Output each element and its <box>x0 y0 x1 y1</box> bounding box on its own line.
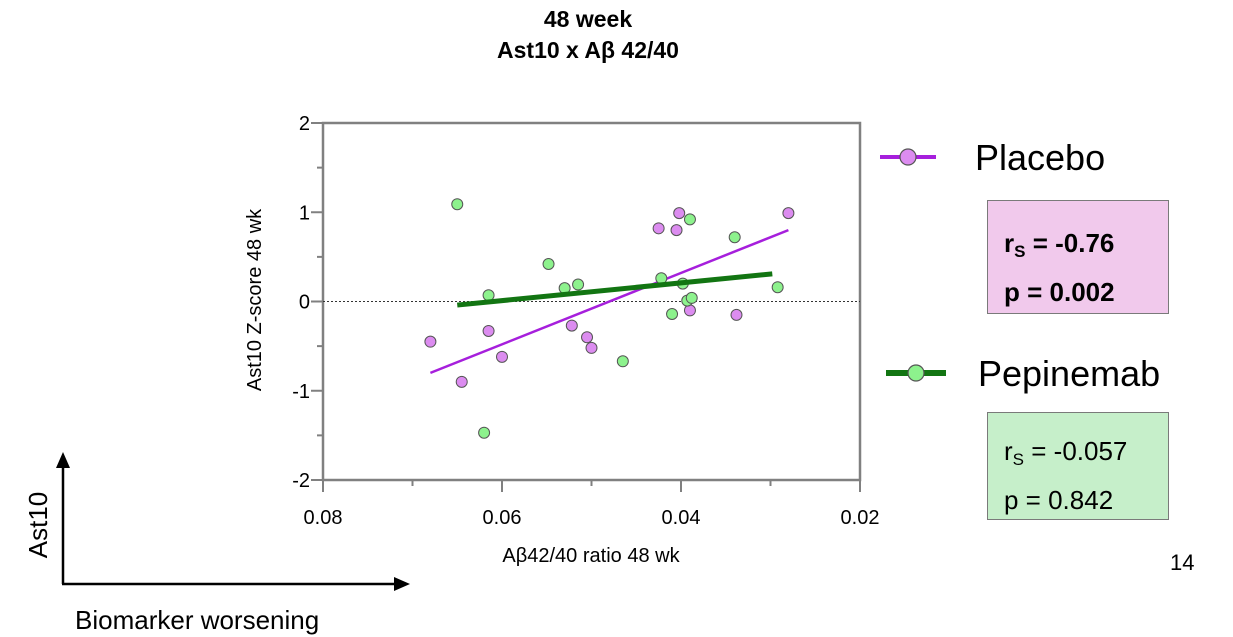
placebo-point <box>565 319 578 332</box>
placebo-point <box>455 375 468 388</box>
y-tick-label: -2 <box>292 470 310 492</box>
pepinemab-point <box>728 231 741 244</box>
placebo-stats-box: rS = -0.76 p = 0.002 <box>987 200 1169 314</box>
pepinemab-p-value: p = 0.842 <box>1004 485 1114 515</box>
placebo-point <box>782 207 795 220</box>
y-tick-label: -1 <box>292 381 310 403</box>
placebo-rs-line: rS = -0.76 <box>1004 228 1115 261</box>
page-number: 14 <box>1170 550 1195 575</box>
placebo-point <box>683 304 696 317</box>
placebo-p-value: p = 0.002 <box>1004 277 1115 307</box>
x-axis-label: Aβ42/40 ratio 48 wk <box>502 545 680 567</box>
pepinemab-fit-line <box>457 271 773 308</box>
pepinemab-point <box>451 198 464 211</box>
x-tick-label: 0.02 <box>841 507 880 529</box>
y-tick-label: 0 <box>299 292 310 314</box>
y-axis-label: Ast10 Z-score 48 wk <box>244 208 266 391</box>
corner-y-arrowhead <box>56 452 70 468</box>
y-tick-label: 2 <box>299 113 310 135</box>
x-tick-label: 0.06 <box>483 507 522 529</box>
pepinemab-legend-label: Pepinemab <box>978 353 1160 394</box>
placebo-point <box>581 331 594 344</box>
corner-axes-diagram: Ast10 Biomarker worsening <box>23 452 410 635</box>
placebo-point <box>670 224 683 237</box>
corner-x-label: Biomarker worsening <box>75 605 319 635</box>
placebo-fit-line <box>429 228 789 375</box>
pepinemab-point <box>683 213 696 226</box>
pepinemab-point <box>616 355 629 368</box>
pepinemab-point <box>478 426 491 439</box>
corner-x-arrowhead <box>394 577 410 591</box>
chart-title-line-1: 48 week <box>544 6 632 32</box>
pepinemab-legend-marker <box>907 364 925 382</box>
placebo-point <box>652 222 665 235</box>
chart-title-line-2: Ast10 x Aβ 42/40 <box>497 37 679 63</box>
placebo-point <box>424 335 437 348</box>
placebo-point <box>730 308 743 321</box>
placebo-point <box>482 324 495 337</box>
y-tick-label: 1 <box>299 202 310 224</box>
pepinemab-point <box>771 281 784 294</box>
pepinemab-point <box>666 307 679 320</box>
placebo-legend-label: Placebo <box>975 137 1105 178</box>
pepinemab-stats-box: rS = -0.057 p = 0.842 <box>987 412 1169 520</box>
placebo-point <box>673 207 686 220</box>
x-tick-label: 0.08 <box>304 507 343 529</box>
legend: Placebo Pepinemab <box>880 137 1160 394</box>
corner-y-label: Ast10 <box>23 492 53 559</box>
pepinemab-point <box>542 258 555 271</box>
pepinemab-rs-line: rS = -0.057 <box>1004 436 1128 469</box>
placebo-point <box>585 341 598 354</box>
placebo-legend-marker <box>899 148 917 166</box>
placebo-point <box>496 350 508 363</box>
pepinemab-point <box>572 278 585 291</box>
plot-area: 2 1 0 -1 -2 0.08 0.06 0.04 0.02 <box>292 113 879 529</box>
x-tick-label: 0.04 <box>662 507 701 529</box>
pepinemab-point <box>685 291 698 304</box>
